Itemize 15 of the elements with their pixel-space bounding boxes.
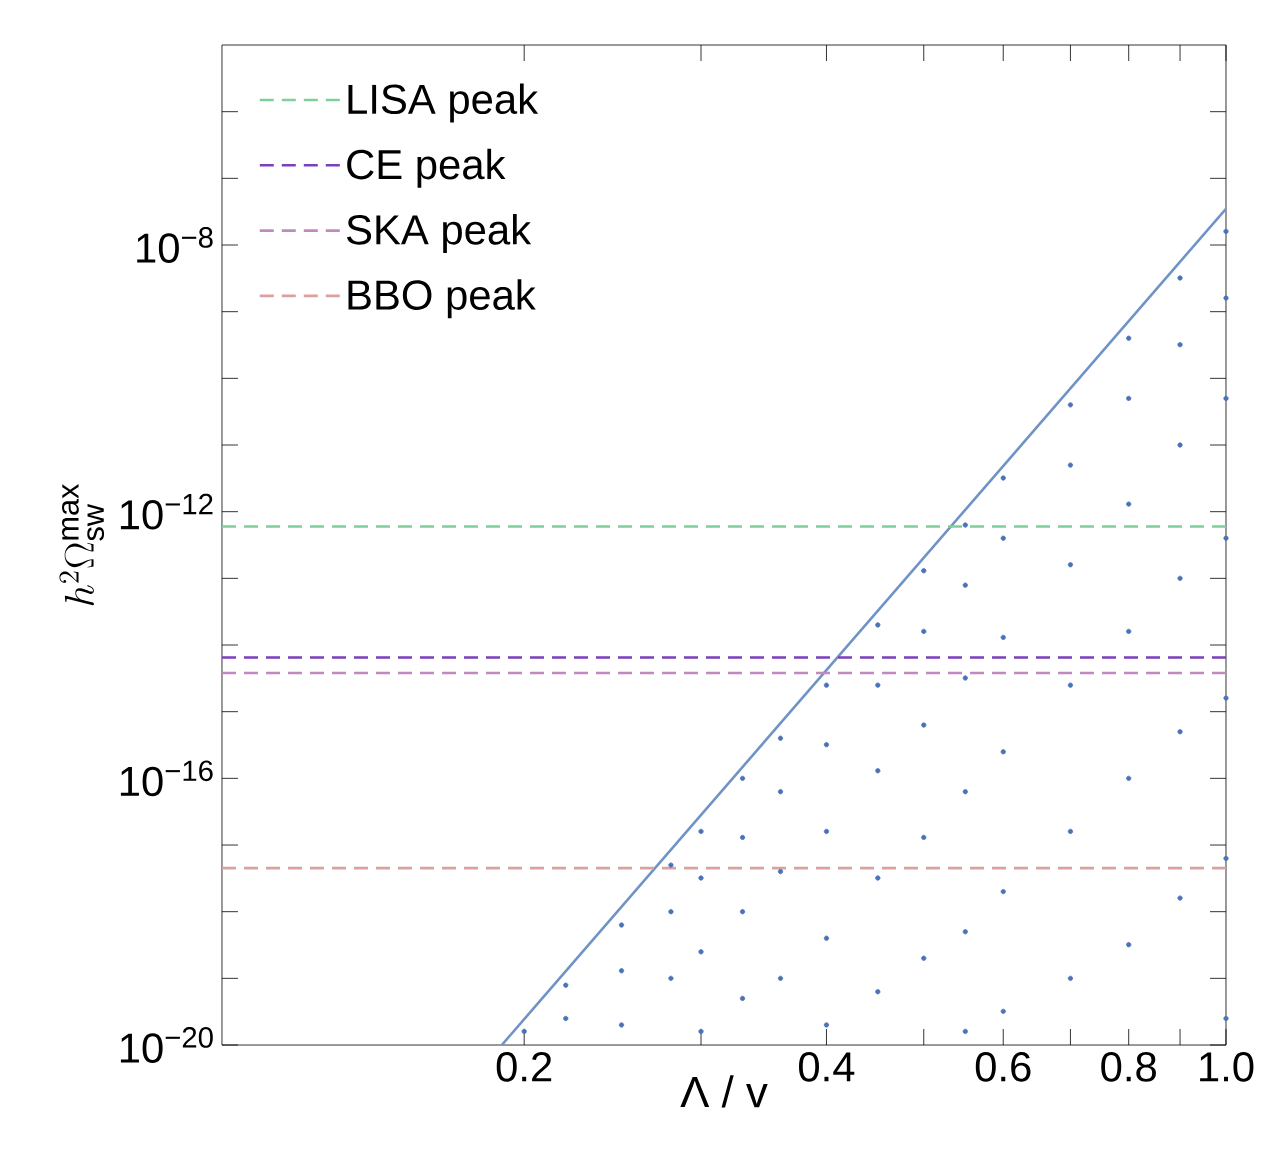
legend-label: SKA peak (346, 213, 532, 253)
x-tick-label: 1.0 (1200, 1052, 1254, 1082)
y-tick-label: 10$^{−12}$ (120, 493, 213, 530)
y-tick-label: 10$^{−8}$ (137, 227, 213, 263)
x-tick-label: 0.8 (1101, 1052, 1156, 1082)
x-axis-title: Λ / v (680, 1075, 768, 1108)
y-tick-label: 10$^{−16}$ (120, 760, 213, 797)
y-axis-title: $h^{2}\Omega_{\mathrm{sw}}^{\mathrm{max}}$ (59, 483, 105, 606)
x-tick-label: 0.6 (975, 1052, 1031, 1082)
legend-label: CE peak (347, 148, 506, 188)
x-tick-label: 0.2 (496, 1052, 552, 1082)
x-tick-label: 0.4 (799, 1052, 855, 1082)
legend-label: BBO peak (348, 279, 536, 319)
y-tick-label: 10$^{−20}$ (120, 1027, 213, 1063)
legend-label: LISA peak (348, 83, 539, 123)
